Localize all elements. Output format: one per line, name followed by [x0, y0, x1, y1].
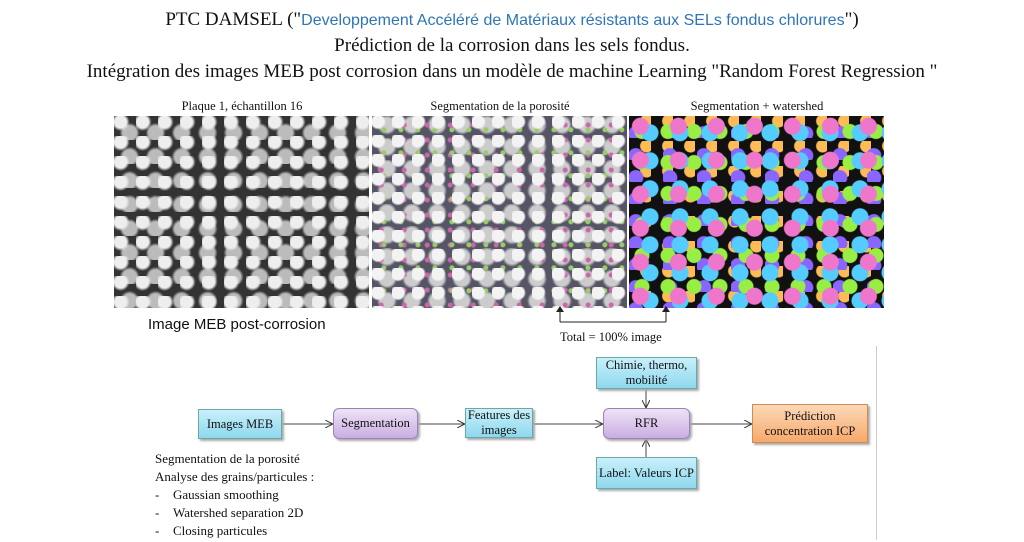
title-line-2: Prédiction de la corrosion dans les sels… [334, 35, 690, 56]
sem-image-watershed [629, 116, 884, 308]
divider [876, 346, 877, 540]
box-chimie: Chimie, thermo, mobilité [596, 357, 697, 389]
notes-item: - Gaussian smoothing [155, 487, 279, 502]
segmentation-notes: Segmentation de la porosité Analyse des … [155, 450, 314, 540]
caption-original: Plaque 1, échantillon 16 [181, 99, 303, 113]
bracket-total [556, 306, 670, 323]
sem-image-original [114, 116, 369, 308]
notes-item: - Closing particules [155, 523, 268, 538]
total-label: Total = 100% image [560, 330, 662, 344]
box-images-meb: Images MEB [198, 409, 282, 439]
title-line-3: Intégration des images MEB post corrosio… [86, 61, 938, 82]
box-features: Features des images [465, 408, 533, 438]
caption-segmentation: Segmentation de la porosité [430, 99, 570, 113]
box-prediction: Prédiction concentration ICP [752, 404, 868, 443]
box-segmentation: Segmentation [333, 408, 418, 439]
image-meb-label: Image MEB post-corrosion [148, 316, 326, 333]
notes-line-1: Segmentation de la porosité [155, 451, 300, 466]
title-line-1: PTC DAMSEL ("Developpement Accéléré de M… [165, 9, 859, 30]
title-acronym-expansion: Developpement Accéléré de Matériaux rési… [301, 12, 845, 29]
sem-image-segmented [372, 116, 627, 308]
box-rfr: RFR [603, 408, 690, 439]
notes-item: - Watershed separation 2D [155, 505, 304, 520]
box-label-icp: Label: Valeurs ICP [596, 457, 697, 489]
notes-line-2: Analyse des grains/particules : [155, 469, 315, 484]
caption-watershed: Segmentation + watershed [690, 99, 824, 113]
